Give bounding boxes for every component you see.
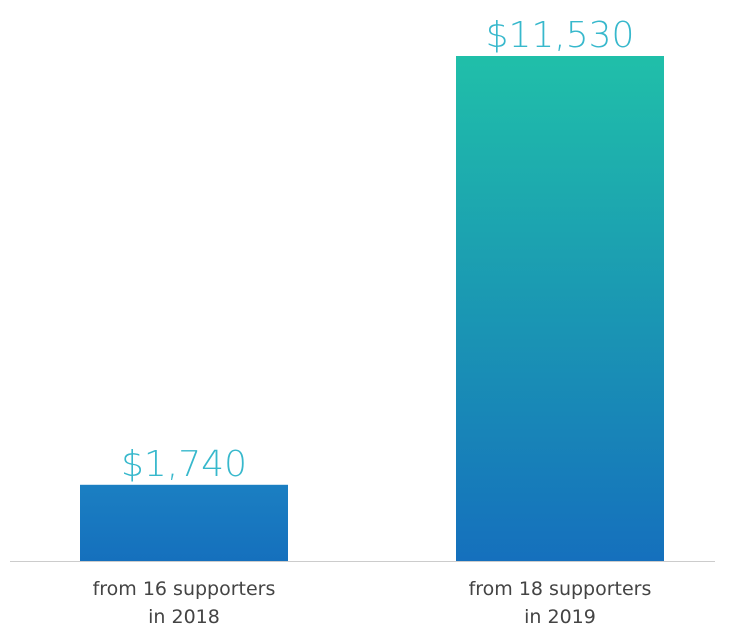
data-label-1: $11,530 — [486, 15, 635, 56]
data-label-0: $1,740 — [121, 444, 247, 485]
labels-layer: $1,740 from 16 supporters in 2018 $11,530 fr… — [93, 15, 652, 628]
category-label-0-line-1: in 2018 — [148, 606, 220, 628]
bars-layer — [80, 56, 664, 561]
category-label-1-line-0: from 18 supporters — [469, 578, 652, 600]
category-label-1-line-1: in 2019 — [524, 606, 596, 628]
bar-1 — [456, 56, 664, 561]
category-label-0-line-0: from 16 supporters — [93, 578, 276, 600]
bar-0 — [80, 484, 288, 561]
